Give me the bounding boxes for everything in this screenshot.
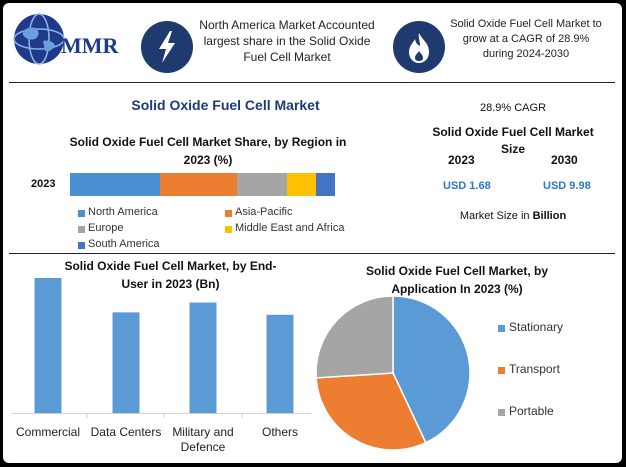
application-chart-title: Solid Oxide Fuel Cell Market, by Applica… <box>365 264 549 296</box>
pie-slice-transport <box>315 372 427 451</box>
market-size-unit-note: Market Size in Billion <box>459 210 567 222</box>
region-bar-segment-south-america <box>316 173 335 196</box>
pie-legend-label-stationary: Stationary <box>509 320 564 334</box>
infographic-panel: MMR North America Market Accounted large… <box>3 3 622 463</box>
pie-slice-portable <box>315 295 394 379</box>
enduser-bar-data-centers <box>112 312 140 413</box>
enduser-bar-others <box>266 314 294 413</box>
section-divider <box>9 253 615 254</box>
header-divider <box>9 82 615 83</box>
enduser-bar-commercial <box>34 278 62 413</box>
region-bar-segment-middle-east-and-africa <box>287 173 317 196</box>
flame-icon <box>393 21 445 73</box>
market-size-year-start: 2023 <box>448 153 475 167</box>
enduser-category-label-data-centers: Data Centers <box>90 425 162 439</box>
enduser-chart-title: Solid Oxide Fuel Cell Market, by End-Use… <box>64 259 277 291</box>
globe-logo-icon <box>11 11 67 67</box>
pie-legend-label-transport: Transport <box>509 362 560 376</box>
legend-label-asia-pacific: Asia-Pacific <box>235 206 293 218</box>
page-title: Solid Oxide Fuel Cell Market <box>131 97 320 113</box>
legend-swatch-south-america <box>78 242 85 249</box>
enduser-category-label-military-and-defence: Military and Defence <box>172 425 234 454</box>
region-bar-segment-asia-pacific <box>160 173 237 196</box>
region-bar-segment-europe <box>236 173 288 196</box>
region-chart-title: Solid Oxide Fuel Cell Market Share, by R… <box>69 135 347 167</box>
lightning-bolt-icon <box>141 21 193 73</box>
brand-logo-text: MMR <box>61 33 119 58</box>
legend-swatch-asia-pacific <box>225 210 232 217</box>
pie-legend-swatch-transport <box>498 367 505 374</box>
enduser-bar-military-and-defence <box>189 302 217 413</box>
pie-slice-stationary <box>392 295 471 444</box>
market-size-value-end: USD 9.98 <box>543 180 591 192</box>
application-pie-chart <box>315 295 471 451</box>
legend-label-south-america: South America <box>88 238 160 250</box>
pie-legend-swatch-stationary <box>498 325 505 332</box>
header-insight-1: North America Market Accounted largest s… <box>199 18 375 64</box>
enduser-bar-chart <box>11 278 311 418</box>
legend-label-middle-east-and-africa: Middle East and Africa <box>235 222 345 234</box>
legend-swatch-north-america <box>78 210 85 217</box>
market-size-value-start: USD 1.68 <box>443 180 491 192</box>
region-chart-category-label: 2023 <box>31 178 56 190</box>
legend-label-europe: Europe <box>88 222 124 234</box>
enduser-category-label-others: Others <box>261 425 298 439</box>
legend-swatch-europe <box>78 226 85 233</box>
market-size-year-end: 2030 <box>551 153 578 167</box>
region-bar-segment-north-america <box>70 173 161 196</box>
cagr-label: 28.9% CAGR <box>479 102 547 114</box>
market-size-title: Solid Oxide Fuel Cell Market Size <box>432 125 594 156</box>
header-insight-2: Solid Oxide Fuel Cell Market to grow at … <box>450 18 602 60</box>
pie-legend-swatch-portable <box>498 409 505 416</box>
pie-legend-label-portable: Portable <box>509 404 554 418</box>
legend-swatch-middle-east-and-africa <box>225 226 232 233</box>
enduser-category-label-commercial: Commercial <box>15 425 80 439</box>
legend-label-north-america: North America <box>88 206 158 218</box>
